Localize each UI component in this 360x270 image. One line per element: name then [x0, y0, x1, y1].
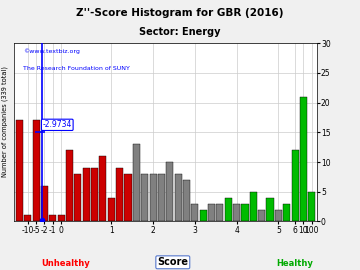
- Bar: [141, 174, 148, 221]
- Bar: [116, 168, 123, 221]
- Bar: [99, 156, 107, 221]
- Bar: [275, 210, 282, 221]
- Bar: [125, 174, 131, 221]
- Bar: [108, 198, 115, 221]
- Text: Healthy: Healthy: [276, 259, 314, 268]
- Bar: [266, 198, 274, 221]
- Bar: [41, 186, 48, 221]
- Bar: [175, 174, 182, 221]
- Bar: [66, 150, 73, 221]
- Bar: [32, 120, 40, 221]
- Bar: [283, 204, 290, 221]
- Text: Z''-Score Histogram for GBR (2016): Z''-Score Histogram for GBR (2016): [76, 8, 284, 18]
- Text: Score: Score: [157, 257, 188, 267]
- Bar: [16, 120, 23, 221]
- Bar: [49, 215, 57, 221]
- Text: Number of companies (339 total): Number of companies (339 total): [2, 66, 8, 177]
- Text: The Research Foundation of SUNY: The Research Foundation of SUNY: [23, 66, 130, 71]
- Bar: [250, 192, 257, 221]
- Bar: [300, 97, 307, 221]
- Bar: [191, 204, 198, 221]
- Bar: [149, 174, 157, 221]
- Text: -2.9734: -2.9734: [42, 120, 72, 129]
- Bar: [158, 174, 165, 221]
- Bar: [308, 192, 315, 221]
- Text: Unhealthy: Unhealthy: [41, 259, 90, 268]
- Bar: [91, 168, 98, 221]
- Bar: [242, 204, 248, 221]
- Text: ©www.textbiz.org: ©www.textbiz.org: [23, 49, 80, 54]
- Bar: [58, 215, 65, 221]
- Text: Sector: Energy: Sector: Energy: [139, 27, 221, 37]
- Bar: [216, 204, 224, 221]
- Bar: [74, 174, 81, 221]
- Bar: [225, 198, 232, 221]
- Bar: [83, 168, 90, 221]
- Bar: [200, 210, 207, 221]
- Bar: [24, 215, 31, 221]
- Bar: [183, 180, 190, 221]
- Bar: [166, 162, 173, 221]
- Bar: [258, 210, 265, 221]
- Bar: [208, 204, 215, 221]
- Bar: [233, 204, 240, 221]
- Bar: [133, 144, 140, 221]
- Bar: [292, 150, 299, 221]
